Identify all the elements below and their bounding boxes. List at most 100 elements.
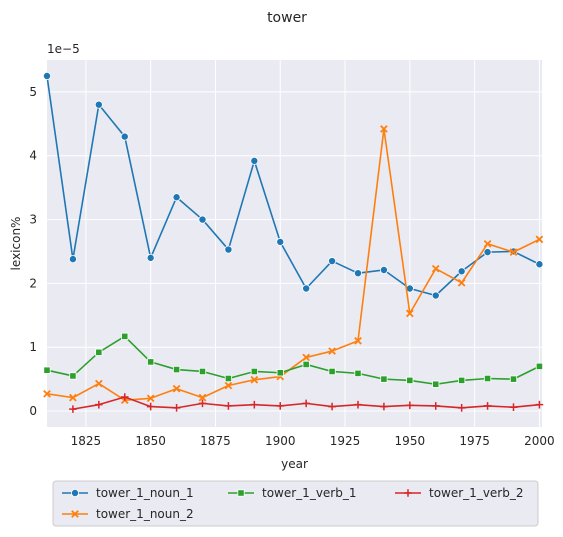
y-tick-label: 5 — [29, 85, 37, 99]
legend-label: tower_1_verb_1 — [262, 486, 356, 500]
data-point — [380, 125, 388, 133]
data-point — [354, 400, 362, 409]
data-point — [172, 365, 181, 374]
data-point — [95, 348, 103, 356]
data-point — [458, 376, 466, 385]
data-point — [509, 248, 518, 256]
data-point — [302, 353, 310, 362]
data-point — [276, 402, 285, 410]
data-point — [380, 375, 388, 383]
data-point — [405, 309, 414, 318]
series-line — [46, 335, 540, 386]
data-point — [483, 248, 492, 257]
series-layer — [43, 71, 544, 413]
data-point — [69, 405, 77, 413]
data-point — [509, 375, 518, 383]
data-point — [276, 369, 284, 377]
legend-item: tower_1_noun_1 — [62, 486, 194, 500]
data-point — [146, 394, 155, 403]
data-point — [69, 372, 77, 380]
legend-marker — [404, 489, 412, 497]
x-tick-label: 1975 — [459, 434, 490, 448]
y-tick-label: 1 — [29, 340, 37, 354]
data-point — [457, 267, 466, 276]
series-tower_1_verb_2 — [69, 393, 544, 413]
tick-labels: 1825 1850 1875 1900 1925 1950 1975 2000 0 1 2 3 4 5 — [29, 85, 554, 448]
data-point — [431, 264, 440, 273]
data-point — [68, 255, 77, 264]
data-point — [328, 347, 336, 355]
data-point — [302, 399, 310, 408]
data-point — [69, 393, 77, 402]
legend-label: tower_1_verb_2 — [429, 486, 523, 500]
data-point — [121, 332, 129, 340]
data-point — [328, 402, 336, 411]
data-point — [120, 132, 129, 141]
data-point — [328, 367, 336, 376]
data-point — [535, 260, 544, 269]
data-point — [198, 393, 207, 402]
data-point — [406, 376, 414, 385]
data-point — [431, 402, 440, 410]
data-point — [535, 400, 544, 409]
data-point — [302, 360, 310, 369]
data-point — [276, 237, 285, 246]
data-point — [509, 403, 518, 412]
data-point — [457, 278, 466, 287]
data-point — [535, 362, 544, 370]
x-tick-label: 1825 — [71, 434, 102, 448]
data-point — [94, 379, 103, 388]
y-tick-label: 4 — [29, 149, 37, 163]
data-point — [224, 402, 233, 410]
data-point — [43, 71, 52, 80]
data-point — [250, 156, 259, 165]
legend-label: tower_1_noun_1 — [96, 486, 194, 500]
data-point — [328, 257, 337, 266]
data-point — [302, 284, 311, 293]
data-point — [431, 291, 440, 300]
legend-marker — [71, 488, 80, 497]
x-tick-label: 1850 — [135, 434, 166, 448]
data-point — [432, 380, 440, 388]
data-point — [535, 235, 544, 244]
y-axis-offset-label: 1e−5 — [47, 42, 80, 56]
data-point — [406, 401, 414, 410]
legend-marker — [237, 489, 245, 497]
data-point — [354, 336, 362, 345]
y-axis-label: lexicon% — [9, 217, 23, 271]
legend-item: tower_1_noun_2 — [62, 507, 194, 521]
series-line — [46, 128, 540, 401]
series-line — [46, 75, 540, 297]
data-point — [483, 374, 492, 383]
data-point — [172, 404, 181, 412]
data-point — [172, 384, 181, 393]
data-point — [250, 400, 259, 409]
data-point — [120, 393, 129, 401]
data-point — [95, 400, 103, 409]
data-point — [94, 100, 103, 109]
legend: tower_1_noun_1 tower_1_noun_2 tower_1_verb… — [52, 480, 539, 527]
data-point — [354, 369, 362, 377]
x-tick-label: 1950 — [395, 434, 426, 448]
data-point — [146, 402, 155, 411]
data-point — [198, 215, 207, 224]
legend-item: tower_1_verb_2 — [395, 486, 523, 500]
data-point — [198, 399, 207, 408]
data-point — [224, 374, 233, 383]
data-point — [224, 381, 233, 390]
y-tick-label: 2 — [29, 276, 37, 290]
x-axis-label: year — [281, 457, 308, 471]
data-point — [379, 265, 388, 274]
legend-item: tower_1_verb_1 — [228, 486, 356, 500]
data-point — [147, 358, 155, 366]
y-tick-label: 3 — [29, 213, 37, 227]
legend-label: tower_1_noun_2 — [96, 507, 194, 521]
chart-title: tower — [267, 10, 307, 26]
x-tick-label: 1875 — [200, 434, 231, 448]
data-point — [43, 389, 51, 398]
data-point — [250, 375, 259, 384]
x-tick-label: 1900 — [265, 434, 296, 448]
plot-area — [47, 60, 542, 427]
x-tick-label: 2000 — [524, 434, 555, 448]
